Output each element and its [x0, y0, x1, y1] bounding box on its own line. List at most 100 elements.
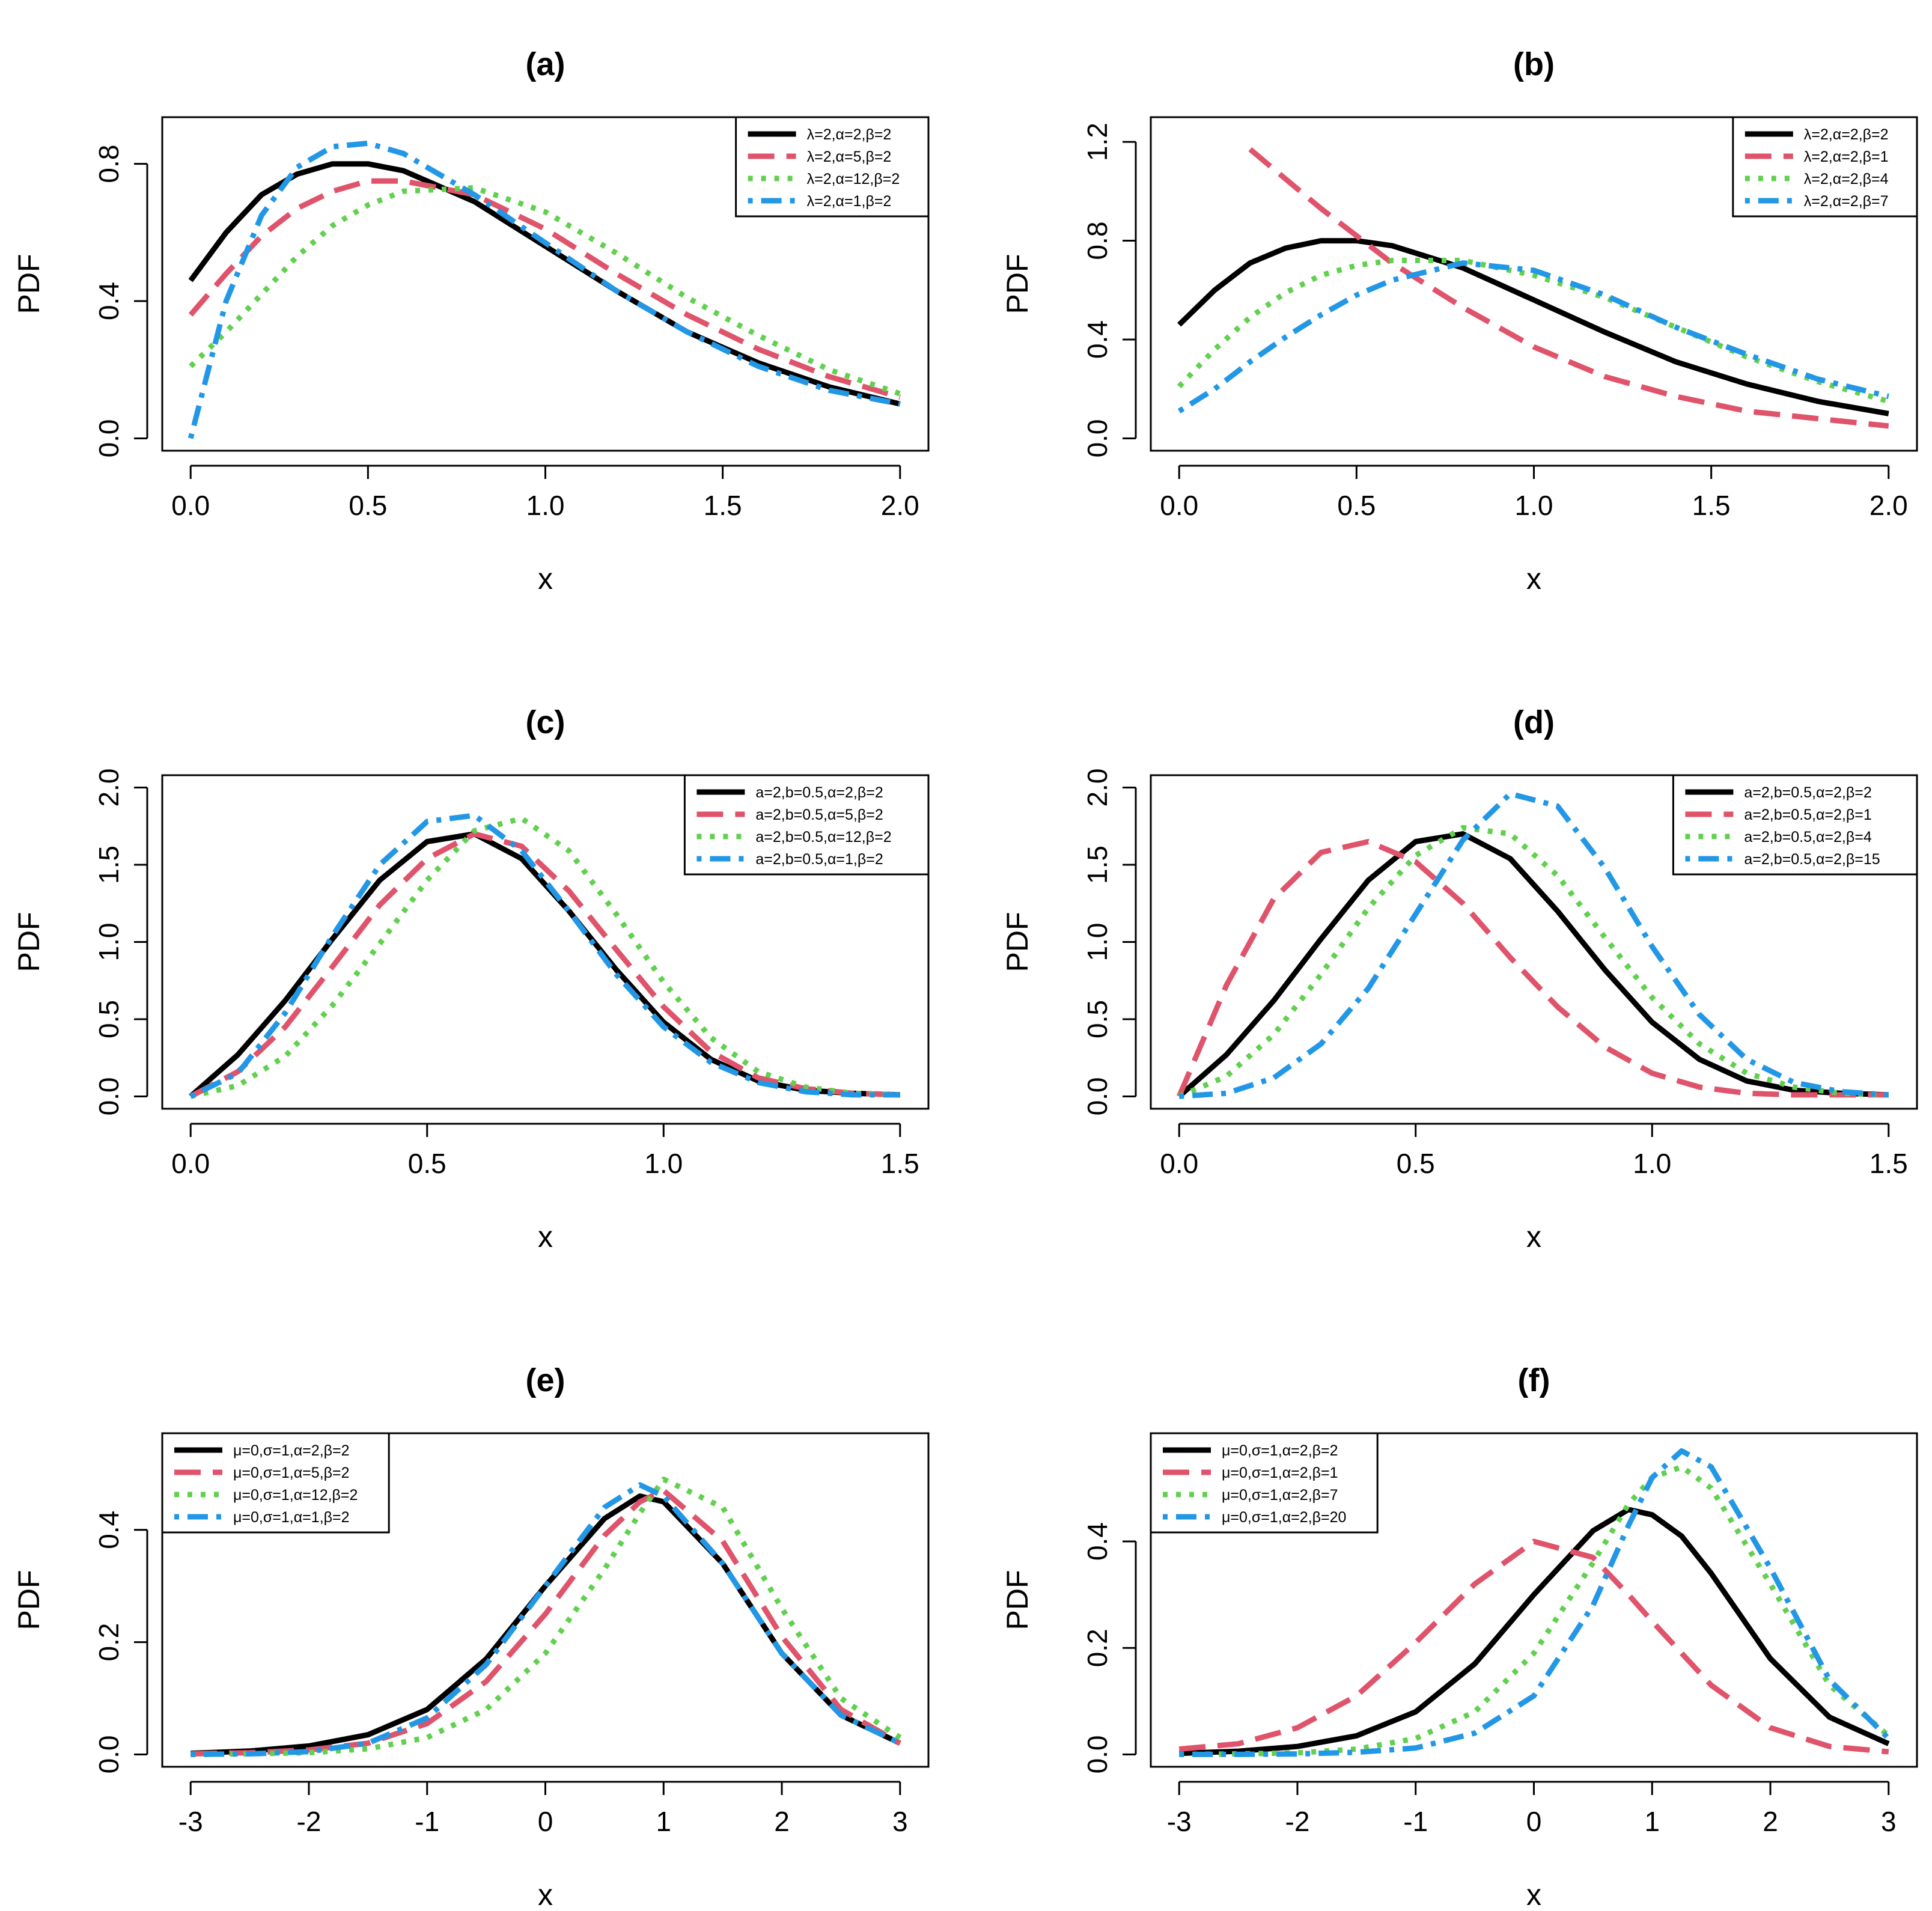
series-line-2	[1178, 1538, 1889, 1755]
x-tick-label: 0	[538, 1806, 553, 1837]
series-line-1	[188, 161, 901, 407]
series-line-2	[1177, 839, 1889, 1098]
y-tick-label: 0.4	[93, 1511, 124, 1549]
series-line-4	[190, 1482, 901, 1757]
x-axis: 0.0 0.5 1.0 1.5	[1160, 1123, 1908, 1179]
chart-title: (c)	[526, 704, 565, 740]
series-line-3	[190, 1477, 902, 1757]
legend-entry-label: a=2,b=0.5,α=2,β=2	[1744, 784, 1871, 801]
x-tick-label: 0.5	[1397, 1148, 1435, 1179]
y-axis: 0.0 0.5 1.0 1.5 2.0	[1082, 769, 1137, 1115]
x-axis: 0.0 0.5 1.0 1.5 2.0	[1160, 465, 1908, 521]
legend-entry-label: λ=2,α=2,β=2	[1804, 126, 1889, 143]
series-line-1	[1177, 831, 1889, 1099]
legend-entry-label: μ=0,σ=1,α=2,β=20	[1222, 1509, 1346, 1526]
y-tick-label: 1.0	[93, 923, 124, 962]
y-tick-label: 1.5	[1082, 846, 1113, 884]
x-tick-label: -1	[415, 1806, 439, 1837]
legend-entry-label: λ=2,α=2,β=1	[1804, 148, 1889, 165]
plot-frame	[161, 774, 930, 1110]
x-tick-label: 0.0	[171, 490, 210, 521]
x-tick-label: -1	[1403, 1806, 1428, 1837]
chart-panel-c: (c) 0.0 0.5 1.0 1.5 x 0.0 0.5 1.0 1.5 2.0 PDF a=2,b=…	[12, 704, 930, 1254]
x-tick-label: 0.5	[1337, 490, 1376, 521]
series-line-1	[189, 831, 900, 1099]
y-tick-label: 0.8	[1082, 222, 1113, 260]
x-axis: -3 -2 -1 0 1 2 3	[1167, 1781, 1897, 1837]
x-tick-label: 2.0	[1870, 490, 1908, 521]
series-line-2	[1248, 147, 1889, 429]
chart-title: (d)	[1513, 704, 1555, 740]
x-tick-label: 0.5	[408, 1148, 446, 1179]
y-tick-label: 1.5	[93, 846, 124, 884]
legend-entry-label: λ=2,α=2,β=4	[1804, 171, 1889, 187]
plot-frame	[161, 1432, 930, 1768]
x-tick-label: -3	[1167, 1806, 1192, 1837]
y-axis: 0.0 0.4 0.8 1.2	[1082, 123, 1137, 457]
legend-entry-label: a=2,b=0.5,α=2,β=4	[1744, 829, 1871, 846]
y-axis: 0.0 0.5 1.0 1.5 2.0	[93, 769, 148, 1115]
legend-entry-label: a=2,b=0.5,α=1,β=2	[755, 851, 883, 868]
legend: λ=2,α=2,β=2 λ=2,α=2,β=1 λ=2,α=2,β=4 λ=2,α=2…	[1732, 116, 1918, 218]
x-tick-label: 3	[892, 1806, 908, 1837]
series-line-3	[190, 815, 900, 1099]
y-axis: 0.0 0.2 0.4	[1082, 1522, 1137, 1773]
x-tick-label: 2	[1763, 1806, 1778, 1837]
y-axis-label: PDF	[12, 254, 46, 314]
y-tick-label: 0.2	[1082, 1629, 1113, 1667]
y-tick-label: 0.4	[93, 282, 124, 320]
x-tick-label: 1	[656, 1806, 671, 1837]
x-tick-label: 1.5	[1870, 1148, 1908, 1179]
x-tick-label: 1.0	[1515, 490, 1553, 521]
legend-entry-label: μ=0,σ=1,α=2,β=7	[1222, 1487, 1338, 1504]
legend: μ=0,σ=1,α=2,β=2 μ=0,σ=1,α=2,β=1 μ=0,σ=1,α=…	[1150, 1432, 1379, 1534]
chart-panel-e: (e) -3 -2 -1 0 1 2 3 x 0.0 0.2 0.4 PDF μ=0,σ=1,α=2,β=…	[12, 1362, 930, 1911]
y-axis-label: PDF	[12, 1570, 46, 1630]
series-line-2	[189, 831, 900, 1099]
y-tick-label: 0.0	[93, 1077, 124, 1115]
legend-entry-label: a=2,b=0.5,α=2,β=1	[1744, 806, 1871, 823]
x-tick-label: 2	[774, 1806, 790, 1837]
series-line-3	[1179, 1464, 1891, 1757]
series-line-3	[189, 185, 901, 397]
x-tick-label: 1.0	[526, 490, 565, 521]
series-line-4	[187, 140, 901, 439]
x-tick-label: 0.0	[1160, 1148, 1198, 1179]
legend-entry-label: λ=2,α=1,β=2	[807, 193, 892, 210]
x-tick-label: 1.5	[704, 490, 742, 521]
legend: λ=2,α=2,β=2 λ=2,α=5,β=2 λ=2,α=12,β=2 λ=2,α=…	[735, 116, 930, 218]
x-tick-label: -3	[178, 1806, 203, 1837]
y-tick-label: 0.0	[93, 419, 124, 457]
y-axis: 0.0 0.2 0.4	[93, 1511, 148, 1773]
chart-title: (a)	[526, 46, 565, 82]
legend: a=2,b=0.5,α=2,β=2 a=2,b=0.5,α=5,β=2 a=2,b=…	[683, 774, 930, 876]
y-tick-label: 0.8	[93, 145, 124, 183]
chart-panel-a: (a) 0.0 0.5 1.0 1.5 2.0 x 0.0 0.4 0.8 PDF λ=2,α=2,β…	[12, 46, 930, 596]
x-tick-label: -2	[1285, 1806, 1310, 1837]
x-tick-label: 0.0	[171, 1148, 210, 1179]
series-line-1	[1177, 238, 1889, 416]
y-tick-label: 2.0	[93, 769, 124, 807]
legend-entry-label: μ=0,σ=1,α=2,β=2	[1222, 1442, 1338, 1459]
x-tick-label: 1.0	[644, 1148, 683, 1179]
x-axis-label: x	[1526, 1220, 1541, 1254]
legend-entry-label: μ=0,σ=1,α=2,β=1	[1222, 1464, 1338, 1481]
legend-entry-label: μ=0,σ=1,α=5,β=2	[233, 1464, 350, 1481]
legend-entry-label: λ=2,α=5,β=2	[807, 148, 892, 165]
x-tick-label: 2.0	[881, 490, 919, 521]
plot-frame	[1150, 774, 1918, 1110]
legend-entry-label: λ=2,α=2,β=7	[1804, 193, 1889, 210]
x-tick-label: 0.5	[349, 490, 387, 521]
y-tick-label: 1.2	[1082, 123, 1113, 161]
y-axis-label: PDF	[1001, 254, 1034, 314]
x-tick-label: 1.5	[1692, 490, 1731, 521]
legend-entry-label: a=2,b=0.5,α=12,β=2	[755, 829, 891, 846]
x-axis-label: x	[538, 1220, 553, 1254]
y-axis-label: PDF	[1001, 1570, 1034, 1630]
x-axis-label: x	[1526, 1878, 1541, 1911]
y-tick-label: 0.0	[1082, 419, 1113, 457]
plot-frame	[1150, 116, 1918, 452]
chart-panel-d: (d) 0.0 0.5 1.0 1.5 x 0.0 0.5 1.0 1.5 2.0 PDF a=2,b=…	[1001, 704, 1918, 1254]
y-tick-label: 0.4	[1082, 320, 1113, 359]
chart-panel-f: (f) -3 -2 -1 0 1 2 3 x 0.0 0.2 0.4 PDF μ=0,σ=1,α=2,β=…	[1001, 1362, 1918, 1911]
